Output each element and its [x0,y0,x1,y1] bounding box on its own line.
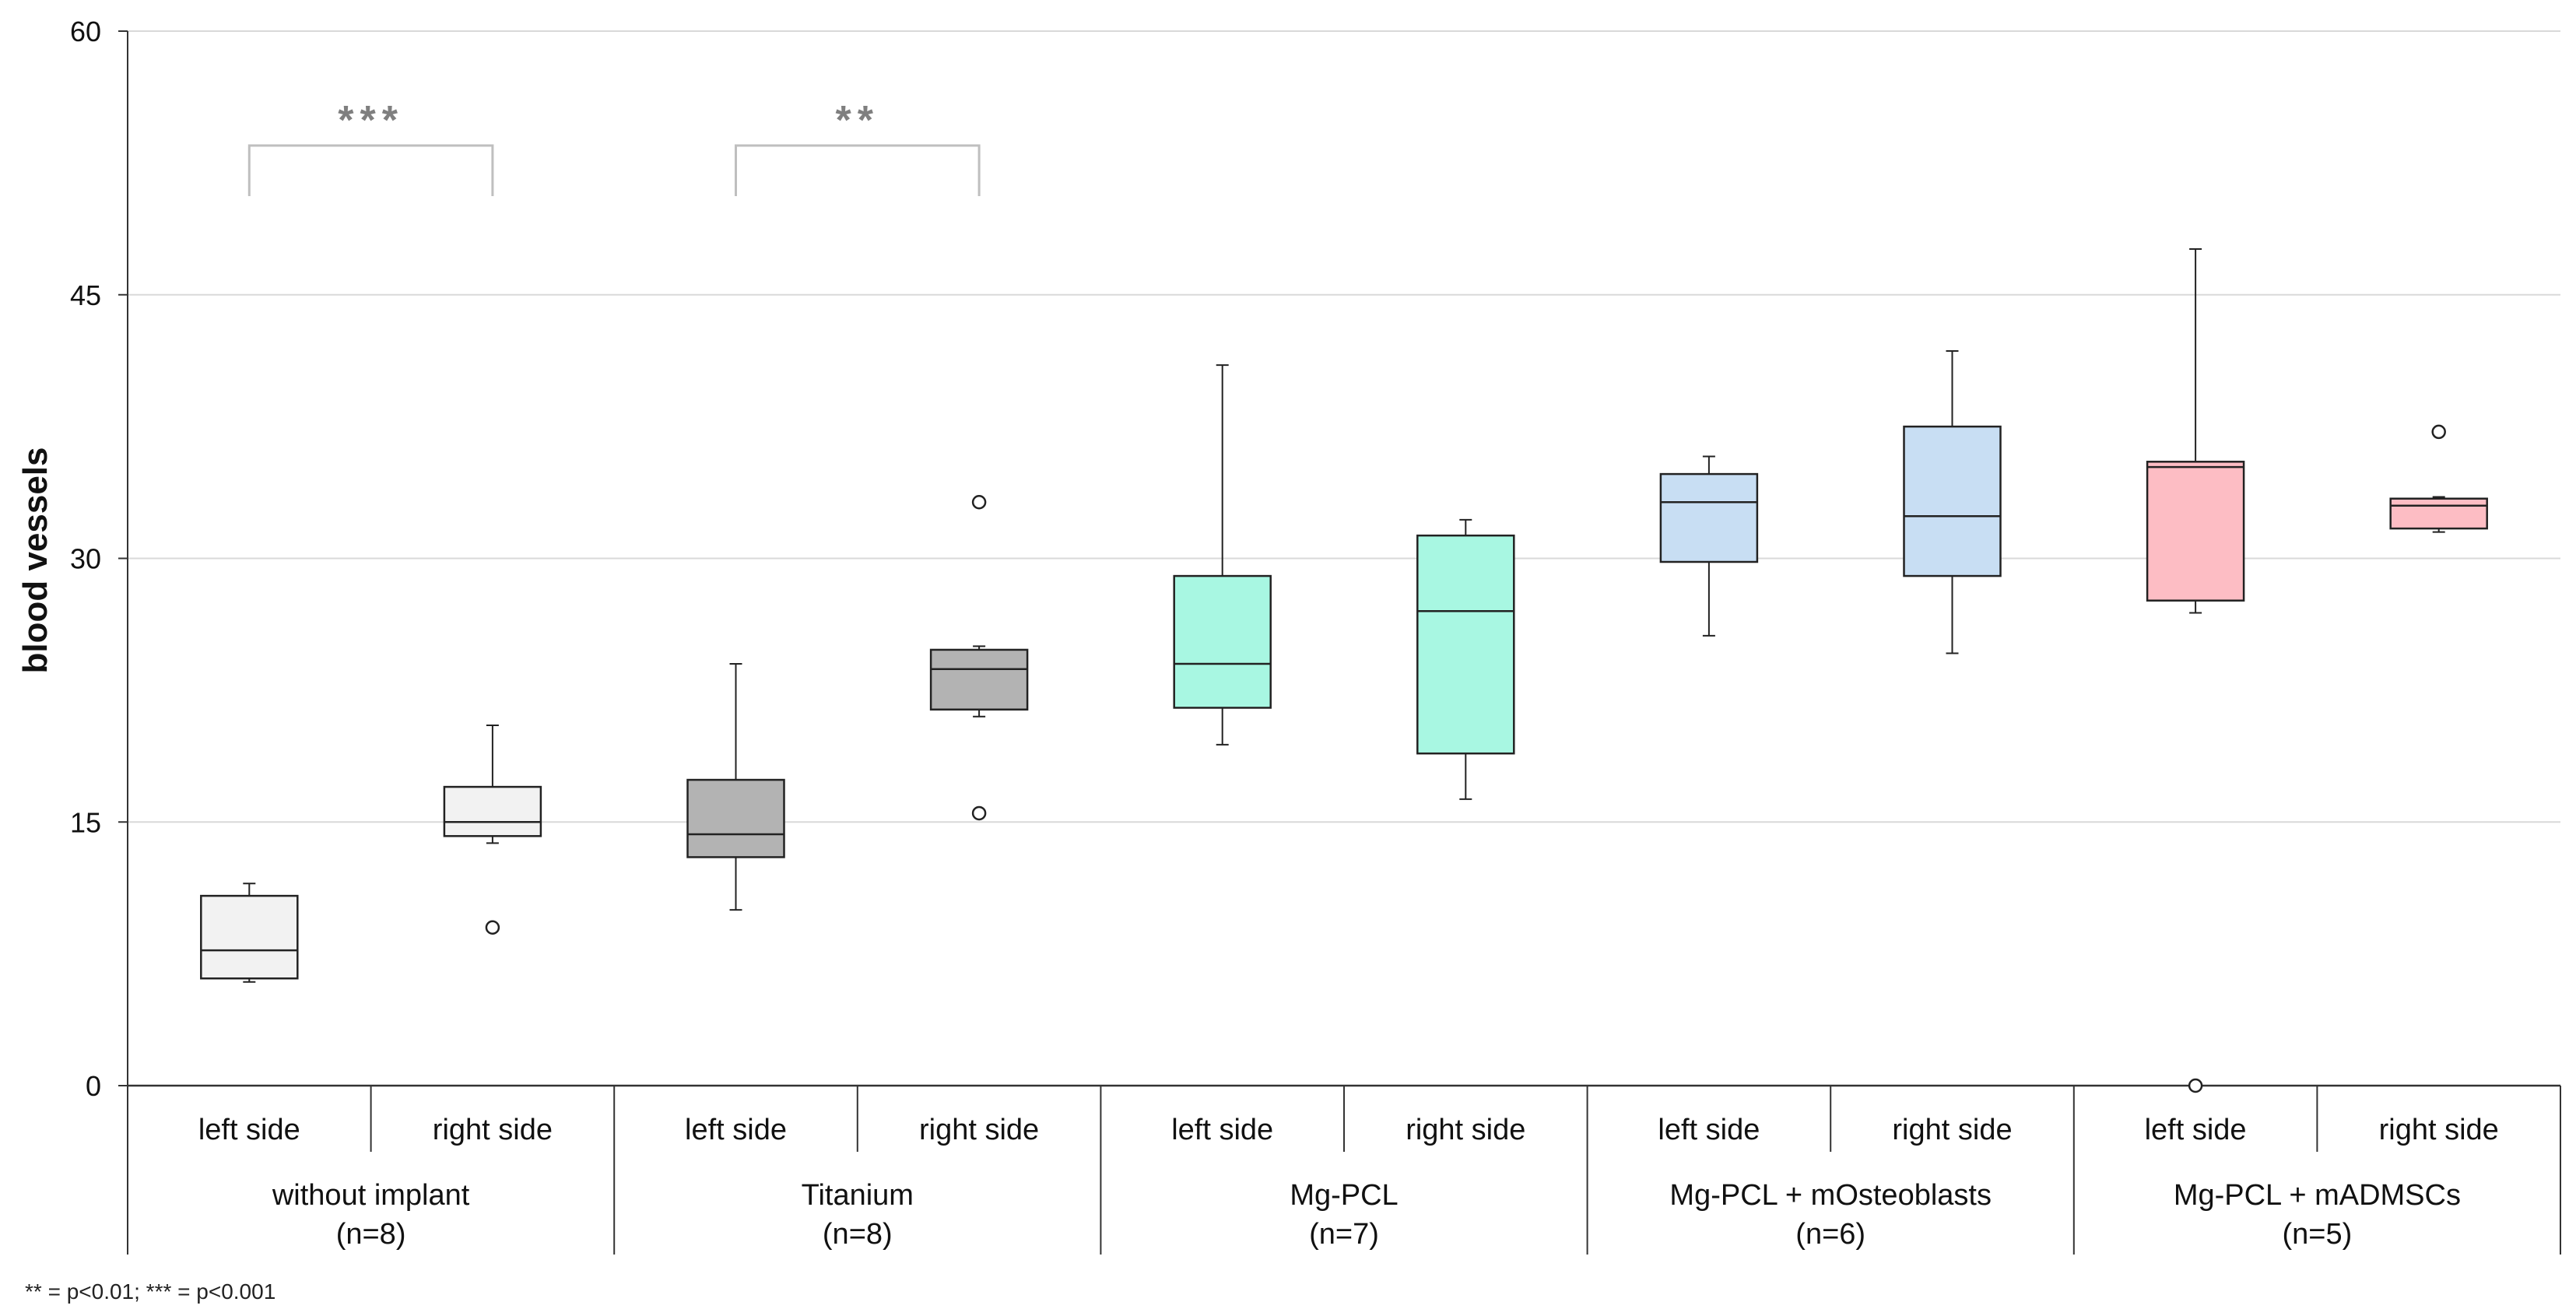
group-n-label: (n=7) [1309,1218,1379,1251]
box-2 [443,725,542,935]
category-labels: left side right side left side right side le… [198,1114,2499,1251]
box-iqr [1416,534,1515,755]
side-label: left side [1171,1114,1273,1146]
group-label: Titanium [802,1179,914,1212]
side-label: left side [685,1114,787,1146]
box-iqr [2389,497,2488,530]
group-label: Mg-PCL [1290,1179,1398,1212]
outlier-point [2188,1078,2203,1093]
side-label: right side [1892,1114,2012,1146]
box-5 [1173,364,1272,746]
side-label: left side [1658,1114,1760,1146]
group-n-label: (n=5) [2283,1218,2353,1251]
box-8 [1903,350,2002,654]
significance-footnote: ** = p<0.01; *** = p<0.001 [25,1279,276,1304]
side-label: left side [2145,1114,2247,1146]
group-label: without implant [272,1179,470,1212]
box-1 [200,883,299,983]
y-tick-label: 45 [70,279,101,311]
y-tick-label: 0 [86,1070,101,1102]
box-6 [1416,518,1515,800]
boxes [200,248,2488,1093]
side-label: left side [198,1114,300,1146]
significance-brackets: *** ** [247,98,981,196]
group-n-label: (n=8) [823,1218,893,1251]
outlier-point [971,805,987,821]
significance-bracket: *** [247,98,494,196]
box-3 [686,663,785,911]
box-iqr [929,648,1029,711]
y-tick-label: 60 [70,16,101,47]
box-iqr [443,785,542,837]
box-9 [2146,248,2245,1093]
group-label: Mg-PCL + mADMSCs [2174,1179,2461,1212]
bracket-line [247,144,494,196]
outlier-point [485,920,500,935]
box-iqr [1173,574,1272,709]
box-4 [929,494,1029,821]
side-label: right side [2379,1114,2499,1146]
y-tick-label: 30 [70,543,101,575]
box-iqr [2146,461,2245,602]
group-label: Mg-PCL + mOsteoblasts [1669,1179,1992,1212]
box-iqr [1659,472,1759,563]
side-label: right side [433,1114,553,1146]
significance-label: *** [338,98,404,143]
box-iqr [200,894,299,980]
group-n-label: (n=8) [336,1218,406,1251]
side-label: right side [1406,1114,1525,1146]
group-n-label: (n=6) [1795,1218,1865,1251]
significance-bracket: ** [735,98,981,196]
outlier-point [971,494,987,510]
box-7 [1659,455,1759,637]
y-tick-label: 15 [70,806,101,838]
y-axis-label: blood vessels [16,447,54,673]
box-iqr [1903,425,2002,577]
box-10 [2389,424,2488,533]
significance-label: ** [836,98,879,143]
box-iqr [686,778,785,858]
axes: 0 15 30 45 60 [70,16,2561,1255]
side-label: right side [919,1114,1039,1146]
bracket-line [735,144,981,196]
outlier-point [2431,424,2446,440]
